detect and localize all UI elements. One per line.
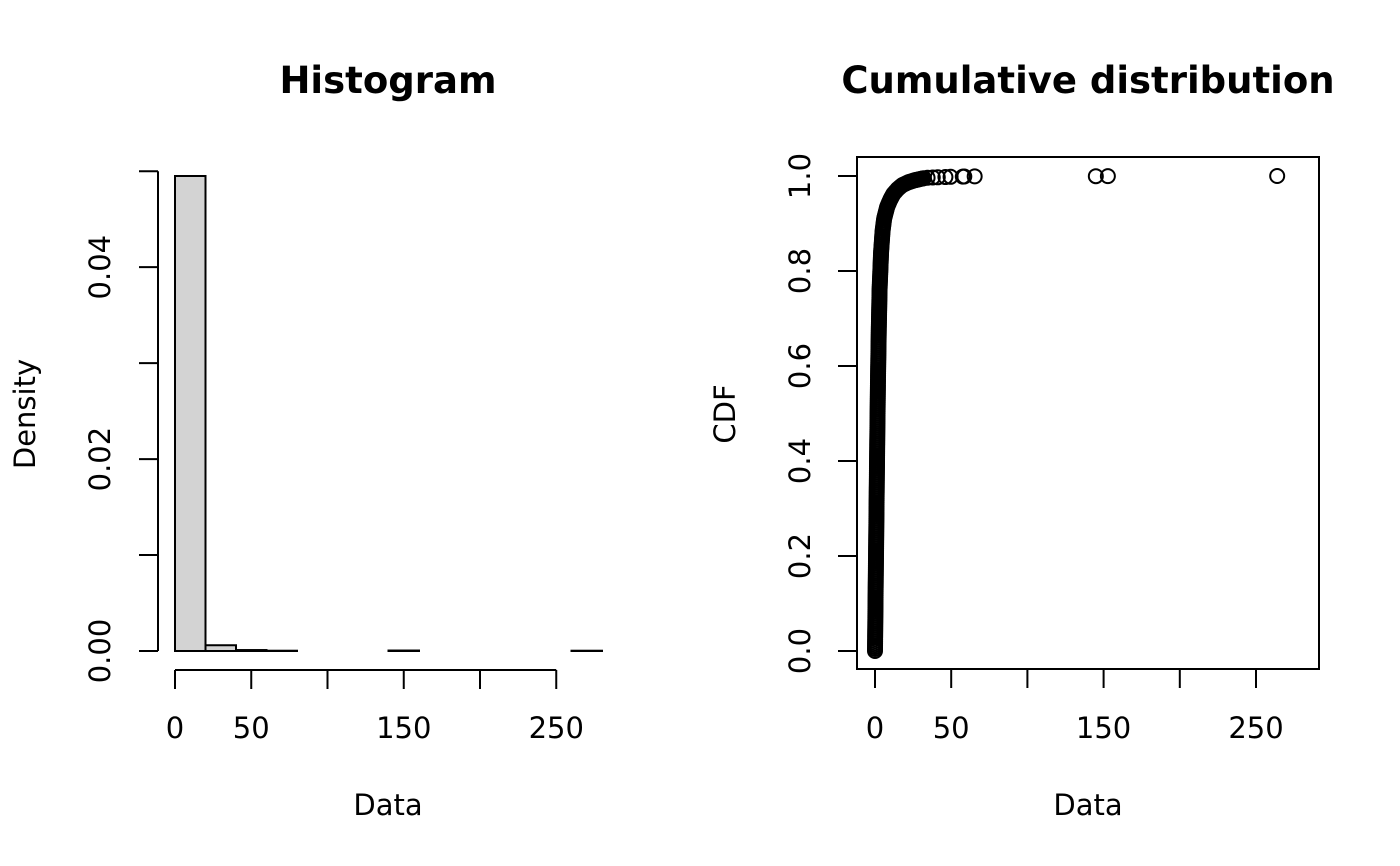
histogram-title: Histogram <box>279 59 496 102</box>
cdf-point-7 <box>966 168 983 185</box>
cdf-point-10 <box>1269 168 1286 184</box>
histogram-y-axis-label: Density <box>8 359 42 469</box>
histogram-x-tick-label: 150 <box>376 711 431 745</box>
cdf-dense-points <box>867 170 932 659</box>
cdf-y-tick-label: 0.0 <box>783 628 817 674</box>
histogram-x-tick-label: 0 <box>166 711 184 745</box>
cdf-y-tick-label: 1.0 <box>783 153 817 199</box>
cdf-y-tick-label: 0.4 <box>783 438 817 484</box>
cdf-y-tick-label: 0.6 <box>783 343 817 389</box>
cdf-y-axis-label: CDF <box>708 384 742 443</box>
histogram-x-tick-label: 250 <box>529 711 584 745</box>
cdf-x-tick-label: 250 <box>1228 711 1283 745</box>
cdf-x-tick-label: 150 <box>1076 711 1131 745</box>
histogram-x-tick-label: 50 <box>233 711 270 745</box>
cdf-points <box>919 168 1286 186</box>
histogram-panel: Histogram Data Density 0 50 150 250 0.000.0… <box>8 59 603 822</box>
cdf-point-0 <box>919 169 936 186</box>
cdf-x-tick-label: 0 <box>866 711 884 745</box>
histogram-y-tick-label: 0.00 <box>83 619 117 684</box>
cdf-point-3 <box>937 169 954 186</box>
cdf-title: Cumulative distribution <box>841 59 1334 102</box>
histogram-bar-1 <box>204 644 237 653</box>
cdf-y-tick-label: 0.2 <box>783 533 817 579</box>
histogram-bar-2 <box>235 649 268 653</box>
cdf-x-tick-label: 50 <box>933 711 970 745</box>
histogram-bars <box>174 175 603 653</box>
histogram-bar-0 <box>174 175 207 652</box>
cdf-point-6 <box>956 168 973 185</box>
histogram-y-axis: 0.00 0.02 0.04 <box>83 170 159 684</box>
histogram-y-tick-label: 0.02 <box>83 427 117 492</box>
cdf-y-axis: 0.0 0.2 0.4 0.6 0.8 1.0 <box>783 153 858 674</box>
histogram-x-axis: 0 50 150 250 <box>166 669 584 745</box>
cdf-point-8 <box>1087 168 1104 185</box>
histogram-y-tick-label: 0.04 <box>83 235 117 300</box>
cdf-point-2 <box>929 169 946 186</box>
cdf-x-axis: 0 50 150 250 <box>866 668 1284 745</box>
cdf-panel: Cumulative distribution Data CDF 0 50 150 2… <box>708 59 1335 822</box>
cdf-point-1 <box>924 169 941 186</box>
histogram-x-axis-label: Data <box>353 788 422 822</box>
cdf-y-tick-label: 0.8 <box>783 248 817 294</box>
cdf-x-axis-label: Data <box>1053 788 1122 822</box>
cdf-point-9 <box>1099 168 1116 185</box>
